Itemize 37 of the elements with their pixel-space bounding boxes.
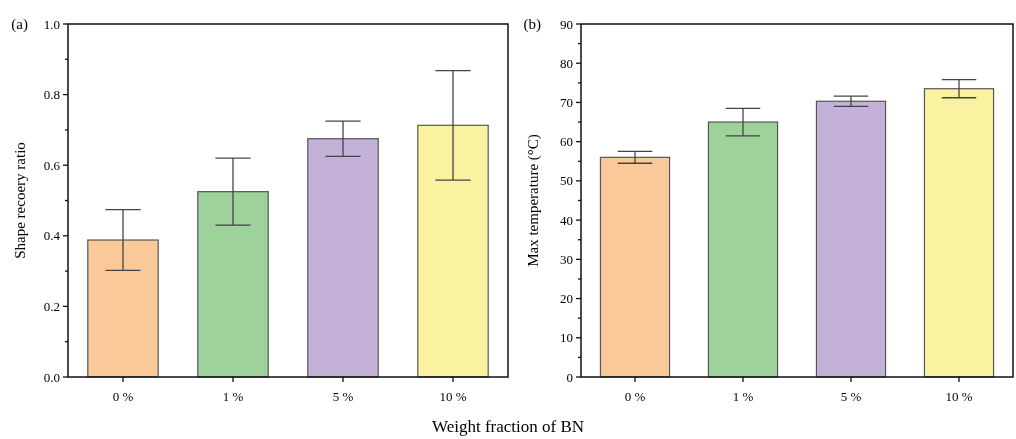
y-tick-label: 0.2 [43, 298, 60, 314]
bar [815, 100, 887, 378]
y-tick-label: 1.0 [43, 16, 60, 32]
chart-title: (b) [523, 16, 541, 33]
x-tick-label: 1 % [732, 389, 754, 404]
bar [599, 156, 671, 378]
x-tick-label: 5 % [840, 389, 862, 404]
y-tick-label: 70 [560, 94, 573, 110]
y-tick-label: 0.4 [43, 228, 61, 244]
y-tick-label: 40 [560, 212, 573, 228]
y-tick-label: 10 [560, 330, 573, 346]
y-tick-label: 60 [560, 134, 573, 150]
y-tick-label: 90 [560, 16, 573, 32]
x-tick-label: 1 % [222, 389, 244, 404]
y-axis-title: Shape recoery ratio [12, 142, 28, 259]
bar [87, 239, 159, 378]
y-tick-label: 80 [560, 55, 573, 71]
x-tick-label: 0 % [624, 389, 646, 404]
y-tick-label: 0.0 [43, 369, 60, 385]
x-tick-label: 5 % [332, 389, 354, 404]
y-tick-label: 0.6 [43, 157, 61, 173]
y-tick-label: 30 [560, 251, 573, 267]
bar [923, 88, 995, 378]
y-tick-label: 0 [566, 369, 573, 385]
y-axis-title: Max temperature (°C) [525, 134, 542, 267]
chart-title: (a) [11, 16, 28, 33]
bar [197, 191, 269, 378]
bar [707, 121, 779, 378]
y-tick-label: 50 [560, 173, 573, 189]
bar [307, 138, 379, 378]
y-tick-label: 20 [560, 291, 573, 307]
x-tick-label: 10 % [945, 389, 973, 404]
y-tick-label: 0.8 [43, 87, 60, 103]
x-tick-label: 10 % [439, 389, 467, 404]
x-tick-label: 0 % [112, 389, 134, 404]
x-axis-title: Weight fraction of BN [431, 417, 585, 436]
bar [417, 124, 489, 378]
